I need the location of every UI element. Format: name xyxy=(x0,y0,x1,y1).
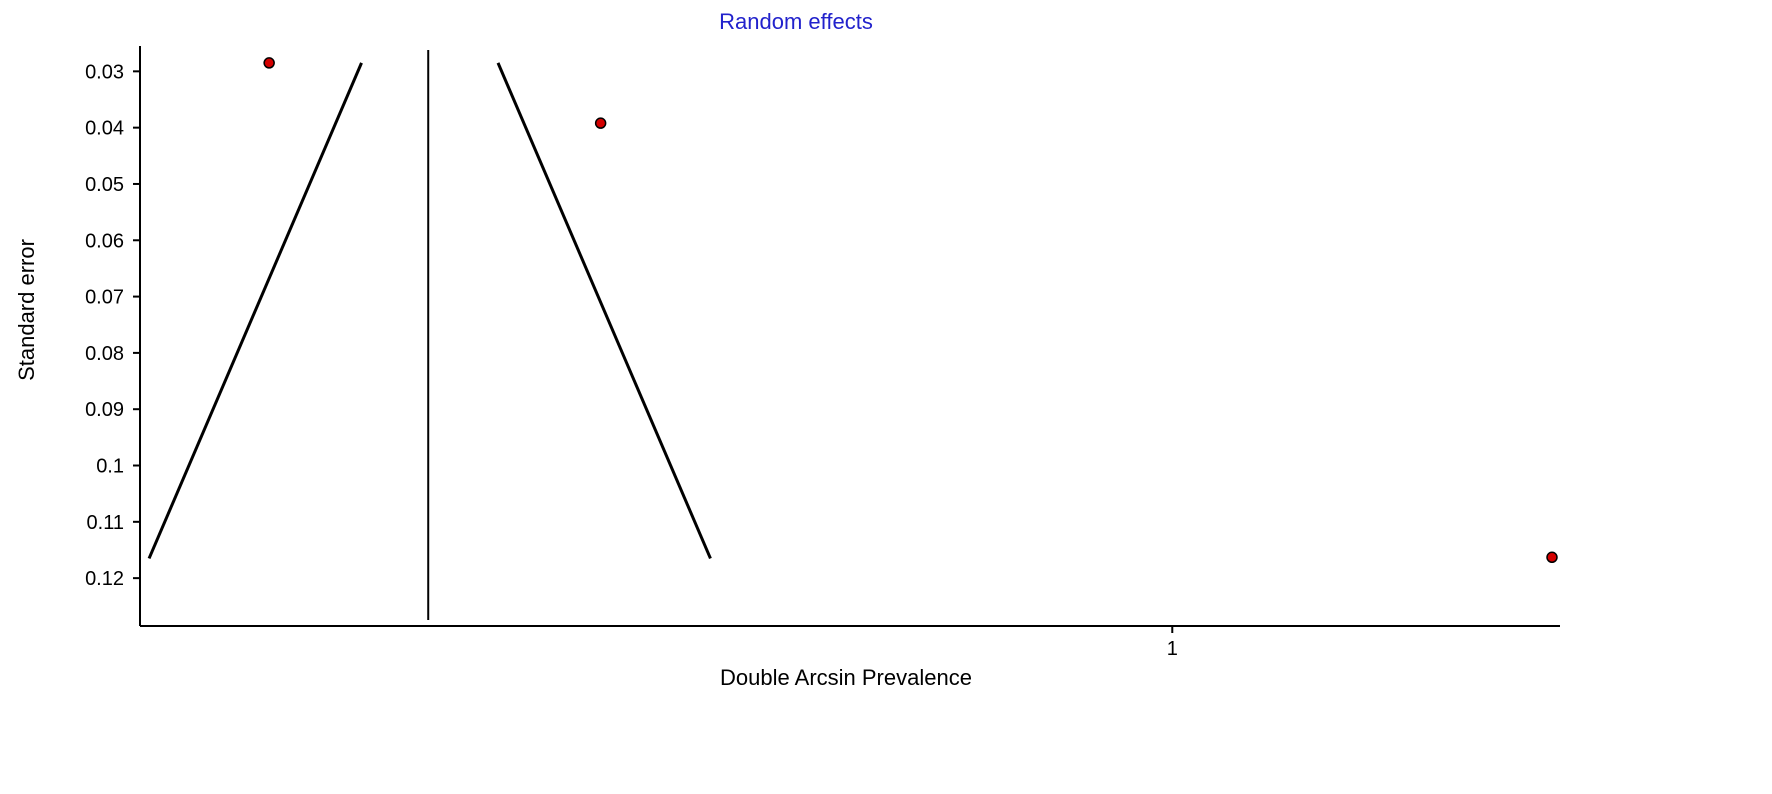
y-tick-label: 0.09 xyxy=(85,399,124,421)
y-tick-label: 0.1 xyxy=(96,456,124,478)
y-tick-label: 0.11 xyxy=(87,512,124,534)
y-tick-label: 0.06 xyxy=(85,230,124,252)
chart-title: Random effects xyxy=(719,9,873,34)
x-ticks: 1 xyxy=(1167,626,1178,660)
plot-area: 0.030.040.050.060.070.080.090.10.110.12 … xyxy=(85,46,1560,660)
y-ticks: 0.03 0.04 0.05 0.06 0.07 0.08 0.09 0.1 0.11 0.12 xyxy=(85,61,140,590)
y-tick-label: 0.07 xyxy=(85,287,124,309)
y-tick-label: 0.04 xyxy=(85,118,124,140)
y-tick-label: 0.03 xyxy=(85,61,124,83)
funnel-right-line xyxy=(496,62,712,560)
y-tick-label: 0.05 xyxy=(85,174,124,196)
y-axis-label: Standard error xyxy=(14,239,39,381)
data-points xyxy=(263,57,1558,564)
y-tick-label: 0.08 xyxy=(85,343,124,365)
x-axis-label: Double Arcsin Prevalence xyxy=(720,665,972,690)
data-point xyxy=(1546,551,1558,564)
x-tick-label: 1 xyxy=(1167,638,1178,660)
funnel-left-line xyxy=(147,62,363,560)
data-point xyxy=(263,57,275,69)
data-point xyxy=(594,117,607,129)
y-tick-label: 0.12 xyxy=(85,568,124,590)
